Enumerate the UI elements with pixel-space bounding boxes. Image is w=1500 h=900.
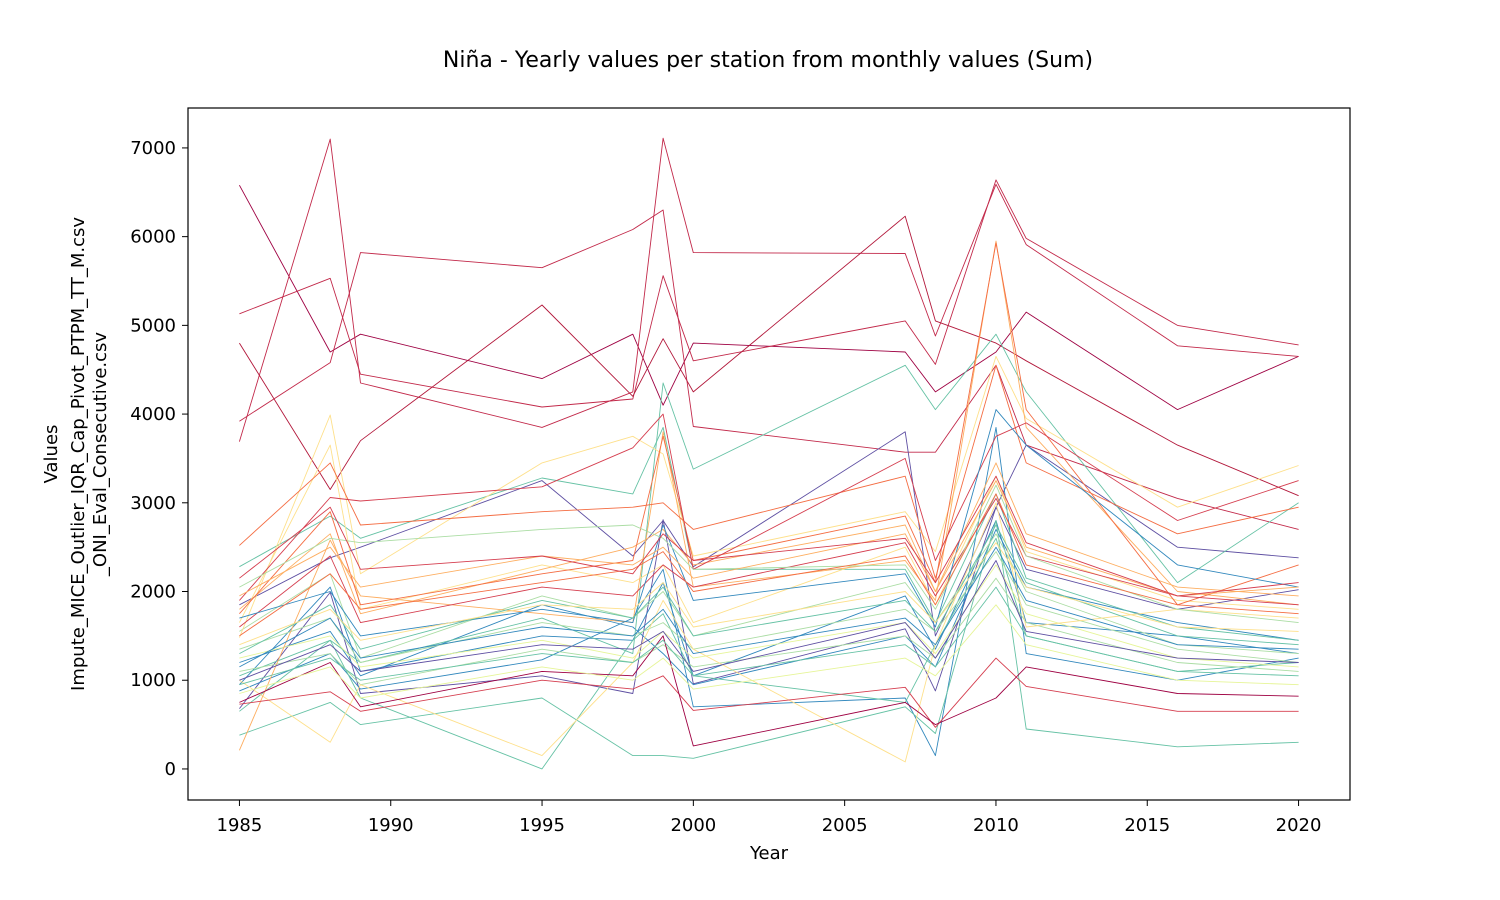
x-axis: 1985 1990 1995 2000 2005 2010 2015 2020 [217, 800, 1322, 836]
y-axis-label-line-1: Values [41, 425, 62, 484]
y-tick-label: 4000 [130, 404, 176, 425]
series-line-38 [239, 546, 1299, 668]
series-line-36 [239, 493, 1299, 637]
y-tick-label: 6000 [130, 227, 176, 248]
x-tick-label: 2005 [822, 815, 868, 836]
series-line-2 [239, 179, 1299, 408]
x-tick-label: 2015 [1124, 815, 1170, 836]
y-tick-label: 1000 [130, 670, 176, 691]
series-line-39 [239, 586, 1299, 686]
series-line-33 [239, 484, 1299, 624]
y-tick-label: 5000 [130, 315, 176, 336]
series-line-6 [239, 506, 1299, 709]
series-line-40 [239, 475, 1299, 597]
series-line-34 [239, 542, 1299, 646]
series-line-9 [239, 426, 1299, 757]
y-axis-label-line-3: _ONI_Eval_Consecutive.csv [90, 332, 111, 578]
series-line-1 [239, 184, 1299, 411]
x-tick-label: 2000 [670, 815, 716, 836]
x-tick-label: 1985 [217, 815, 263, 836]
series-line-7 [239, 431, 1299, 637]
series-line-37 [239, 604, 1299, 699]
x-tick-label: 2010 [973, 815, 1019, 836]
y-axis: 0 1000 2000 3000 4000 5000 6000 7000 [130, 138, 188, 780]
series-layer [238, 137, 1299, 770]
series-line-26 [239, 413, 1299, 601]
y-tick-label: 7000 [130, 138, 176, 159]
series-line-18 [239, 564, 1299, 668]
series-line-3 [238, 137, 1299, 442]
series-line-10 [239, 520, 1299, 686]
x-tick-label: 1995 [519, 815, 565, 836]
series-line-29 [239, 635, 1299, 747]
series-line-31 [239, 560, 1299, 681]
series-line-12 [239, 520, 1299, 759]
series-line-5 [239, 209, 1299, 530]
plot-frame [187, 107, 1351, 801]
series-line-25 [239, 242, 1299, 614]
series-line-28 [239, 657, 1299, 728]
x-axis-label: Year [749, 843, 789, 864]
x-tick-label: 1990 [368, 815, 414, 836]
series-line-24 [239, 364, 1299, 579]
series-line-23 [239, 462, 1299, 615]
series-line-19 [238, 355, 1299, 638]
series-line-32 [239, 524, 1299, 654]
series-line-35 [239, 480, 1299, 597]
series-line-30 [239, 409, 1299, 637]
x-tick-label: 2020 [1276, 815, 1322, 836]
series-line-13 [239, 426, 1299, 641]
series-line-20 [239, 502, 1299, 763]
y-tick-label: 3000 [130, 493, 176, 514]
series-line-4 [239, 215, 1299, 497]
y-axis-label-line-2: Impute_MICE_Outlier_IQR_Cap_Pivot_PTPM_T… [68, 217, 89, 691]
y-tick-label: 2000 [130, 582, 176, 603]
y-tick-label: 0 [165, 759, 176, 780]
chart-title: Niña - Yearly values per station from mo… [443, 48, 1093, 73]
